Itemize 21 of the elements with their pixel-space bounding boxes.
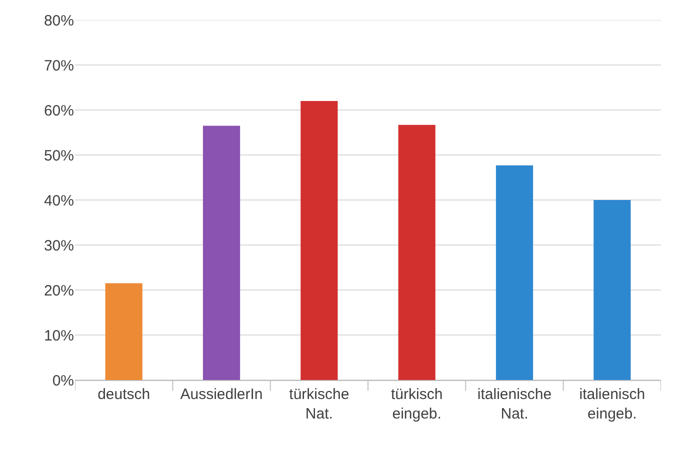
bar [594, 200, 631, 380]
y-tick-label: 30% [44, 237, 74, 254]
x-tick-label: türkisch eingeb. [390, 386, 443, 422]
bar [300, 101, 338, 380]
y-tick-label: 20% [44, 282, 74, 300]
x-tick-label: deutsch [98, 386, 150, 403]
bar [105, 283, 142, 380]
bar [398, 124, 436, 380]
y-tick-label: 10% [44, 327, 74, 344]
y-tick-label: 70% [44, 57, 74, 74]
x-tick-label: italienisch eingeb. [579, 386, 646, 422]
x-tick-label: italienische Nat. [477, 386, 552, 422]
x-tick-label: AussiedlerIn [180, 386, 263, 403]
x-tick-label: türkische Nat. [289, 386, 350, 422]
y-tick-label: 0% [52, 372, 74, 390]
y-tick-label: 60% [44, 102, 74, 120]
y-tick-label: 80% [44, 12, 74, 30]
bar [496, 165, 534, 380]
y-tick-label: 40% [44, 192, 74, 210]
bar [202, 126, 240, 380]
y-tick-label: 50% [44, 147, 74, 164]
